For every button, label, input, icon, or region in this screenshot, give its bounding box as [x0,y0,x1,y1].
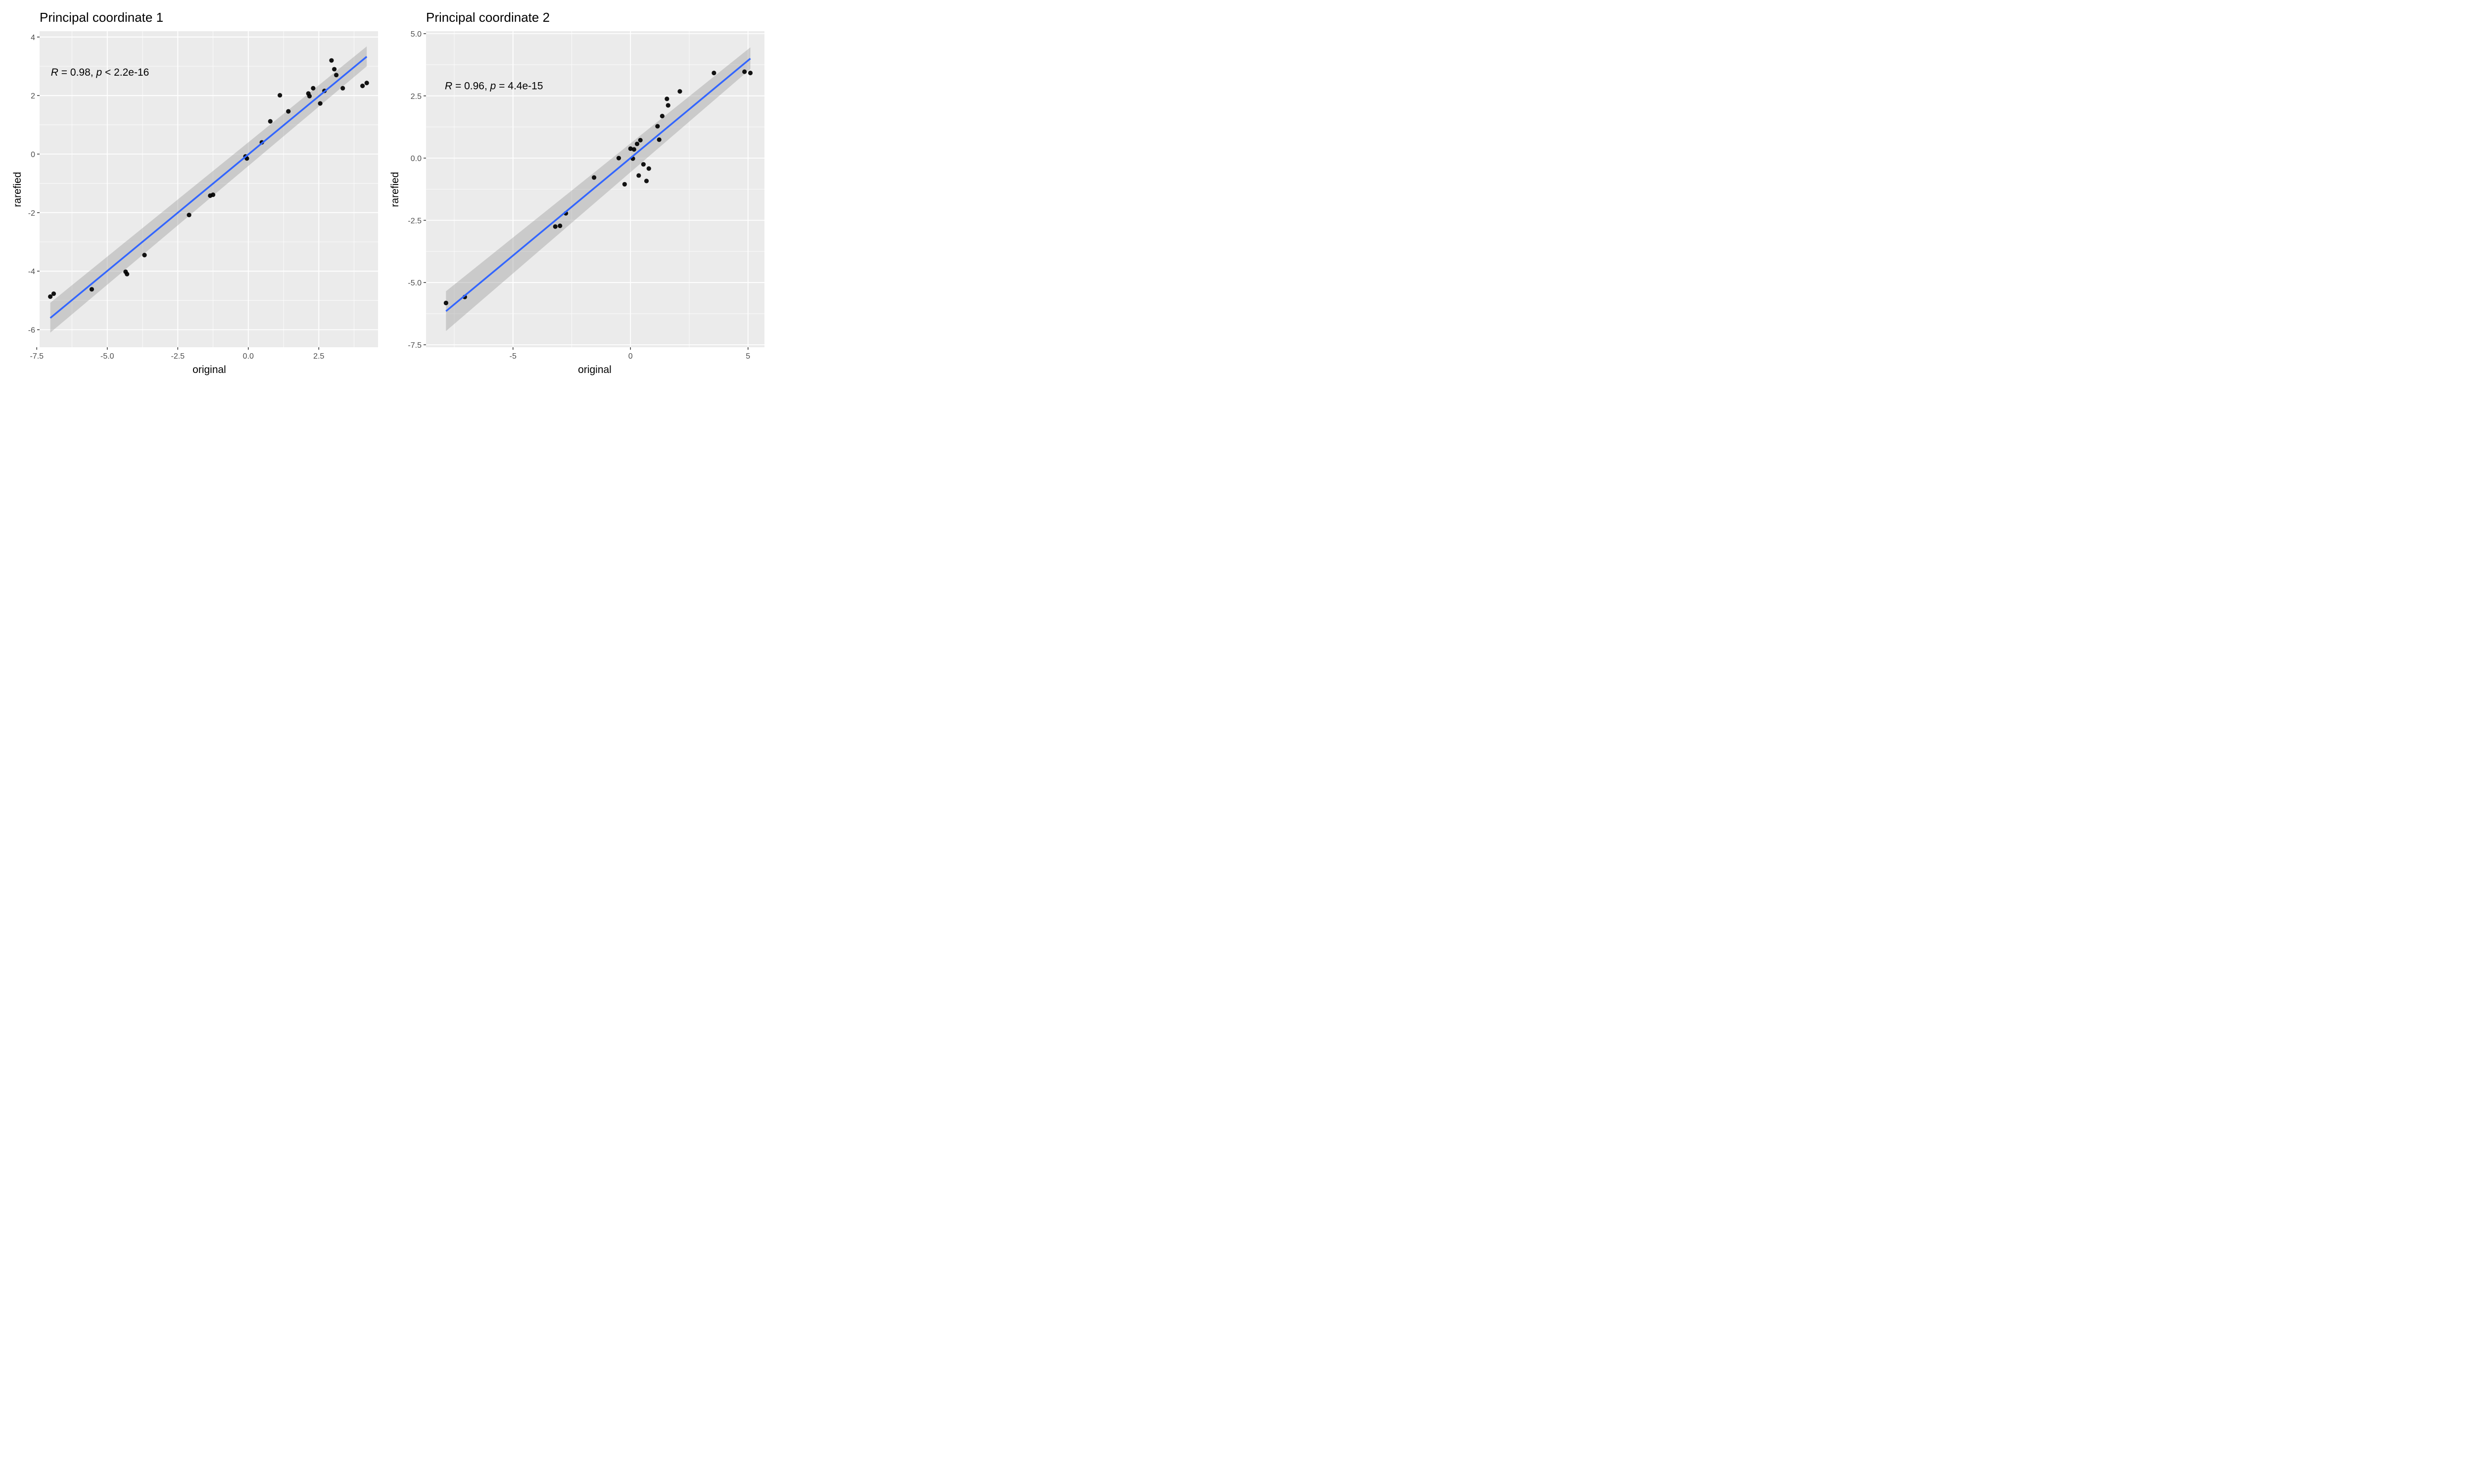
annotation-symbol: p [95,67,102,78]
y-tick-label: -7.5 [408,341,422,350]
annotation-symbol: p [490,81,496,92]
y-tick-label: 2.5 [411,93,422,101]
y-tick-label: -2 [28,209,35,218]
data-point [332,67,337,72]
data-point [628,146,633,151]
data-point [278,93,283,98]
correlation-annotation: R = 0.96, p = 4.4e-15 [445,81,543,92]
data-point [660,113,665,119]
data-point [125,272,130,277]
data-point [558,223,563,229]
data-point [641,162,646,167]
data-point [329,58,334,63]
y-tick-label: 2 [31,92,35,100]
regression-line [445,58,751,312]
y-tick-label: 0 [31,151,35,159]
y-axis-title: rarefied [12,172,23,207]
data-point [677,89,682,94]
data-point [657,137,662,142]
x-axis-title: original [578,364,612,375]
annotation-text: = 0.96, [452,81,490,92]
chart-title: Principal coordinate 1 [40,10,163,25]
y-tick-label: 0.0 [411,155,422,163]
data-point [307,93,312,98]
annotation-symbol: R [445,81,452,92]
data-point [360,84,365,89]
data-point [622,182,627,187]
x-tick-label: 0.0 [243,352,254,361]
x-tick-label: -5.0 [100,352,114,361]
data-point [268,119,273,124]
x-axis-title: original [192,364,226,375]
data-point [318,101,323,106]
data-point [634,141,640,146]
y-tick-label: -6 [28,326,35,335]
annotation-text: = 0.98, [58,67,96,78]
data-point [142,253,147,258]
y-tick-label: 5.0 [411,30,422,39]
data-point [443,300,448,306]
x-tick-label: 2.5 [313,352,324,361]
data-point [646,166,651,171]
chart-title: Principal coordinate 2 [426,10,550,25]
data-point [51,291,56,296]
data-point [334,73,339,78]
y-tick-label: 4 [31,34,35,42]
confidence-band [446,47,751,331]
data-point [340,86,345,91]
data-point [748,70,753,76]
data-point [636,173,641,178]
data-point [311,86,316,91]
correlation-annotation: R = 0.98, p < 2.2e-16 [51,67,149,78]
data-point [286,109,291,114]
x-tick-label: -7.5 [30,352,44,361]
x-tick-label: -2.5 [171,352,185,361]
data-point [592,175,597,180]
confidence-band [50,46,367,333]
data-point [616,156,621,161]
data-point [631,147,636,152]
data-point [187,212,191,218]
x-tick-label: 5 [746,352,750,361]
data-point [89,287,95,292]
chart-panel-principal-coordinate-2: Principal coordinate 2 original rarefied… [389,10,764,375]
x-tick-label: 0 [628,352,633,361]
chart-panel-principal-coordinate-1: Principal coordinate 1 original rarefied… [12,10,378,375]
data-point [638,138,643,142]
panel-background [40,31,378,347]
annotation-text: < 2.2e-16 [102,67,149,78]
data-point [210,192,216,197]
y-tick-label: -4 [28,268,35,276]
data-point [553,224,558,229]
regression-line [49,56,368,319]
y-tick-label: -2.5 [408,217,422,225]
figure: Principal coordinate 1 original rarefied… [12,10,764,375]
data-point [48,294,53,299]
data-point [644,179,649,184]
data-point [655,124,660,129]
data-point [364,81,369,86]
data-point [666,103,670,108]
data-point [712,70,716,76]
x-tick-label: -5 [510,352,517,361]
y-tick-label: -5.0 [408,279,422,287]
data-point [665,96,669,101]
y-axis-title: rarefied [389,172,401,207]
annotation-symbol: R [51,67,58,78]
data-point [742,69,747,74]
annotation-text: = 4.4e-15 [496,81,543,92]
